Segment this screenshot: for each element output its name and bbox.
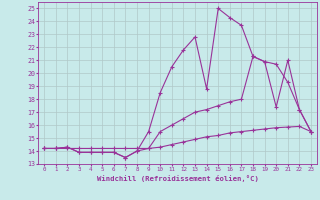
X-axis label: Windchill (Refroidissement éolien,°C): Windchill (Refroidissement éolien,°C) <box>97 175 259 182</box>
